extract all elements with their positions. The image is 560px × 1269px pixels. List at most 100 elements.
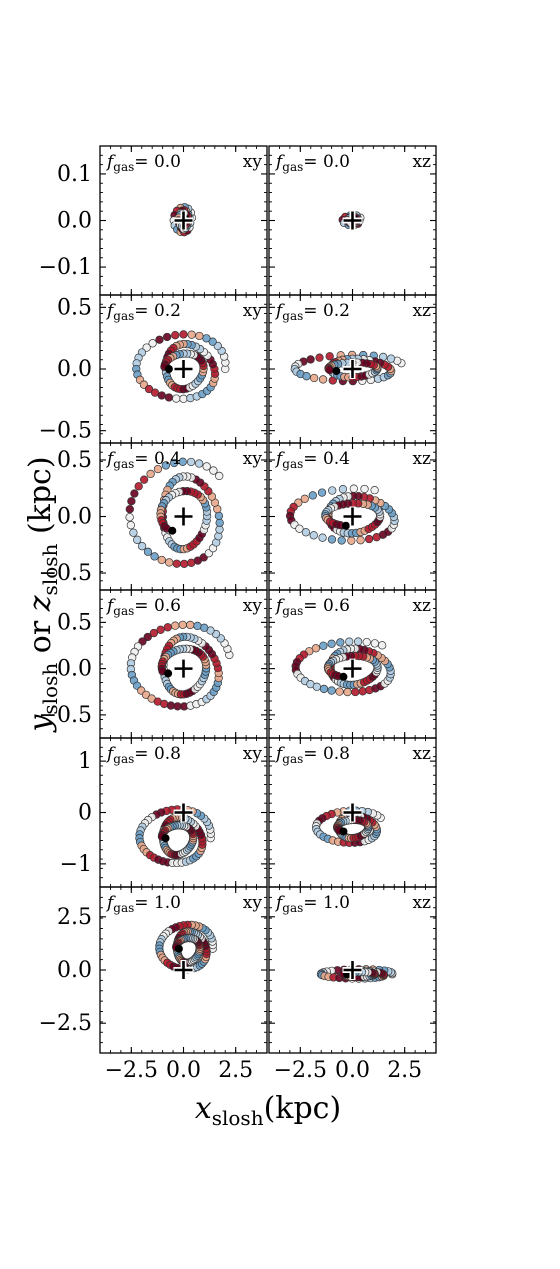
panel-xy-row0: 0.1 0.0 −0.1 fgas= 0.0 xy: [39, 145, 268, 296]
minor-ticks: [268, 887, 437, 1053]
orbit-point: [353, 637, 363, 646]
panel-xy-row4: 1 0 −1 fgas= 0.8 xy: [60, 737, 268, 888]
orbit-point: [364, 534, 374, 544]
orbit-point: [137, 542, 147, 551]
orbit-point: [133, 535, 142, 544]
orbit-end-point: [161, 834, 170, 843]
fgas-label: fgas= 0.6: [274, 596, 350, 618]
x-axis-title: xslosh(kpc): [195, 1091, 341, 1130]
fgas-value: = 0.2: [303, 301, 350, 321]
projection-label: xz: [412, 152, 431, 172]
orbit-point: [310, 373, 319, 383]
x-axis-unit: (kpc): [264, 1091, 342, 1126]
svg-text:xslosh(kpc): xslosh(kpc): [195, 1091, 341, 1130]
orbit-point: [164, 393, 174, 402]
y-axis-var2: z: [23, 595, 58, 612]
orbit-point: [186, 620, 195, 630]
y-axis-var1: y: [23, 714, 58, 734]
orbit-point: [336, 638, 345, 647]
orbit-point: [130, 489, 139, 498]
minor-ticks: [99, 887, 268, 1053]
fgas-value: = 0.0: [303, 152, 350, 172]
fgas-subscript: gas: [113, 457, 134, 471]
fgas-subscript: gas: [282, 604, 303, 618]
orbit-point: [209, 466, 218, 475]
orbit-points: [285, 484, 399, 545]
fgas-symbol: f: [274, 596, 285, 616]
panel-xz-row1: fgas= 0.2 xz: [268, 294, 437, 444]
orbit-point: [161, 461, 171, 470]
fgas-symbol: f: [274, 744, 285, 764]
orbit-point: [153, 464, 163, 474]
projection-label: xy: [243, 744, 263, 764]
panel-xy-row5: 2.5 0.0 −2.5 −2.5 0.0 2.5 fgas= 1.0 xy: [39, 886, 268, 1083]
y-axis-or: [23, 653, 58, 663]
orbit-point: [179, 330, 188, 339]
orbit-point: [127, 497, 136, 506]
y-axis-sub2: slosh: [38, 543, 62, 595]
orbit-points: [155, 920, 218, 974]
orbit-point: [162, 332, 172, 342]
orbit-point: [351, 687, 360, 697]
orbit-point: [156, 625, 165, 634]
panel-xy-row2: 0.5 0.0 −0.5 fgas= 0.4 xy: [39, 442, 268, 591]
fgas-subscript: gas: [113, 160, 134, 174]
orbit-point: [301, 528, 311, 537]
orbit-point: [378, 641, 387, 650]
fgas-value: = 0.2: [134, 301, 181, 321]
orbit-point: [302, 372, 311, 381]
orbit-point: [345, 637, 354, 646]
fgas-value: = 0.8: [134, 744, 181, 764]
orbit-point: [318, 375, 328, 384]
orbit-point: [370, 486, 379, 495]
y-tick-label: −1: [60, 852, 92, 877]
y-tick-label: 0.0: [57, 357, 92, 382]
orbit-point: [335, 687, 344, 696]
projection-label: xz: [412, 301, 431, 321]
orbit-point: [327, 639, 336, 648]
orbit-points: [125, 457, 224, 568]
orbit-point: [172, 559, 181, 568]
fgas-subscript: gas: [113, 604, 134, 618]
y-tick-label: 0.0: [57, 657, 92, 682]
orbit-point: [327, 535, 337, 544]
y-tick-label: −0.5: [39, 419, 92, 444]
fgas-subscript: gas: [282, 901, 303, 915]
fgas-label: fgas= 1.0: [274, 893, 350, 915]
fgas-label: fgas= 0.8: [105, 744, 181, 766]
fgas-value: = 0.4: [303, 449, 350, 469]
projection-label: xy: [243, 152, 263, 172]
orbit-points: [126, 620, 234, 711]
orbit-point: [186, 457, 196, 467]
x-axis-var: x: [195, 1091, 212, 1126]
projection-label: xy: [243, 449, 263, 469]
fgas-value: = 0.6: [303, 596, 350, 616]
orbit-point: [143, 547, 153, 556]
fgas-symbol: f: [274, 152, 285, 172]
orbit-point: [200, 623, 209, 632]
orbit-point: [172, 394, 181, 403]
y-tick-label: 0: [78, 801, 92, 826]
y-tick-label: 0.5: [57, 448, 92, 473]
orbit-point: [126, 521, 135, 530]
y-tick-label: −0.5: [39, 703, 92, 728]
orbit-point: [315, 353, 324, 362]
orbit-point: [139, 475, 149, 484]
panel-xy-row1: 0.5 0.0 −0.5 fgas= 0.2 xy: [39, 294, 268, 444]
fgas-value: = 1.0: [134, 893, 181, 913]
fgas-value: = 0.0: [134, 152, 181, 172]
orbit-point: [157, 555, 166, 565]
orbit-end-point: [332, 367, 341, 376]
orbit-point: [309, 531, 318, 540]
orbit-point: [356, 536, 365, 545]
orbit-point: [338, 485, 348, 494]
orbit-point: [171, 621, 180, 630]
orbit-points: [311, 806, 385, 847]
y-tick-label: 1: [78, 749, 92, 774]
orbit-point: [295, 524, 304, 533]
orbit-point: [358, 687, 367, 696]
orbit-point: [180, 559, 189, 568]
orbit-point: [125, 505, 134, 514]
orbit-point: [306, 355, 315, 364]
